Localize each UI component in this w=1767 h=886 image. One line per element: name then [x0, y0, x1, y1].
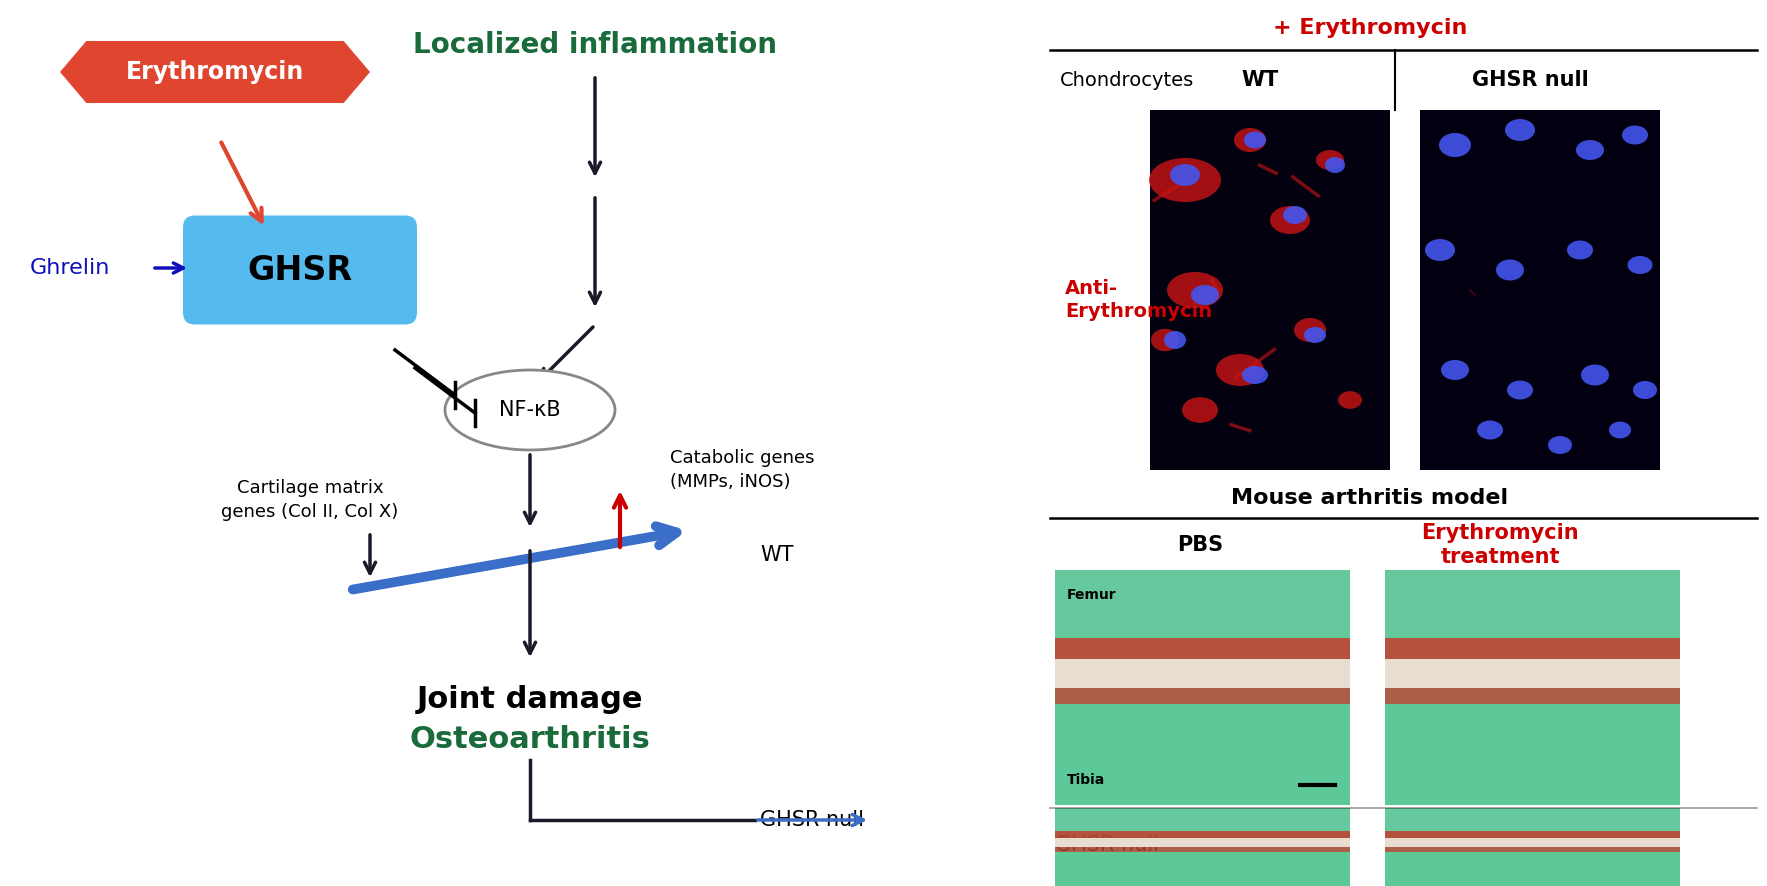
Text: WT: WT — [1242, 70, 1279, 90]
Text: GHSR null: GHSR null — [760, 810, 864, 830]
Text: Catabolic genes
(MMPs, iNOS): Catabolic genes (MMPs, iNOS) — [670, 449, 815, 491]
Ellipse shape — [1548, 436, 1573, 454]
Ellipse shape — [1191, 285, 1219, 305]
Ellipse shape — [1182, 397, 1217, 423]
Ellipse shape — [1622, 126, 1649, 144]
Text: NF-κB: NF-κB — [500, 400, 560, 420]
Ellipse shape — [1270, 206, 1309, 234]
Text: Osteoarthritis: Osteoarthritis — [410, 726, 650, 755]
Ellipse shape — [1293, 318, 1325, 342]
Text: WT: WT — [1055, 660, 1088, 680]
Polygon shape — [60, 41, 369, 103]
Ellipse shape — [1304, 327, 1325, 343]
Bar — [1385, 830, 1680, 837]
Bar — [1055, 570, 1350, 805]
Bar — [1385, 847, 1680, 852]
Ellipse shape — [1149, 158, 1221, 202]
Ellipse shape — [1325, 157, 1345, 173]
Bar — [1385, 570, 1680, 638]
Bar — [1055, 830, 1350, 837]
Text: Mouse arthritis model: Mouse arthritis model — [1232, 488, 1509, 508]
Ellipse shape — [1442, 360, 1468, 380]
Ellipse shape — [1576, 140, 1604, 160]
Ellipse shape — [1242, 366, 1269, 384]
Ellipse shape — [1244, 131, 1265, 149]
Bar — [1055, 688, 1350, 704]
Bar — [1055, 837, 1350, 847]
Ellipse shape — [1283, 206, 1308, 224]
Text: Tibia: Tibia — [1067, 773, 1104, 787]
Text: Chondrocytes: Chondrocytes — [1060, 71, 1194, 89]
Bar — [1385, 688, 1680, 704]
Ellipse shape — [1581, 364, 1610, 385]
Ellipse shape — [1424, 239, 1454, 261]
Text: GHSR null: GHSR null — [1472, 70, 1589, 90]
Text: Anti-
Erythromycin: Anti- Erythromycin — [1066, 279, 1212, 322]
Ellipse shape — [1164, 331, 1186, 349]
Bar — [1385, 808, 1680, 830]
Ellipse shape — [1338, 392, 1362, 408]
Ellipse shape — [1627, 256, 1652, 274]
Bar — [1055, 847, 1350, 852]
Text: Ghrelin: Ghrelin — [30, 258, 110, 278]
Bar — [1385, 808, 1680, 886]
Text: WT: WT — [760, 545, 793, 565]
Ellipse shape — [1477, 421, 1504, 439]
Ellipse shape — [1316, 150, 1345, 170]
Bar — [1385, 659, 1680, 688]
Ellipse shape — [1507, 380, 1534, 400]
Ellipse shape — [1170, 164, 1200, 186]
Bar — [1385, 570, 1680, 805]
Text: PBS: PBS — [1177, 535, 1223, 555]
Ellipse shape — [1497, 260, 1523, 281]
Ellipse shape — [1633, 381, 1657, 399]
Text: + Erythromycin: + Erythromycin — [1272, 18, 1467, 38]
Bar — [1385, 638, 1680, 659]
Bar — [1385, 837, 1680, 847]
Ellipse shape — [1567, 240, 1594, 260]
Bar — [1055, 808, 1350, 886]
Text: GHSR: GHSR — [247, 253, 353, 286]
Bar — [1055, 570, 1350, 638]
Ellipse shape — [1505, 119, 1536, 141]
Text: Joint damage: Joint damage — [417, 686, 643, 714]
Ellipse shape — [1216, 354, 1263, 386]
Text: Localized inflammation: Localized inflammation — [413, 31, 777, 59]
Ellipse shape — [1150, 329, 1179, 351]
Ellipse shape — [1610, 422, 1631, 439]
Text: GHSR null: GHSR null — [1055, 835, 1159, 855]
Bar — [1055, 638, 1350, 659]
Bar — [1150, 110, 1391, 470]
Bar — [1055, 808, 1350, 830]
Bar — [1421, 110, 1659, 470]
Ellipse shape — [1166, 272, 1223, 308]
Ellipse shape — [1438, 133, 1470, 157]
Ellipse shape — [445, 370, 615, 450]
Text: Erythromycin: Erythromycin — [125, 60, 304, 84]
Text: Cartilage matrix
genes (Col II, Col X): Cartilage matrix genes (Col II, Col X) — [221, 479, 399, 521]
Ellipse shape — [1233, 128, 1265, 152]
Text: Femur: Femur — [1067, 588, 1117, 602]
Bar — [1055, 659, 1350, 688]
FancyBboxPatch shape — [184, 215, 417, 324]
Text: Erythromycin
treatment: Erythromycin treatment — [1421, 524, 1578, 567]
